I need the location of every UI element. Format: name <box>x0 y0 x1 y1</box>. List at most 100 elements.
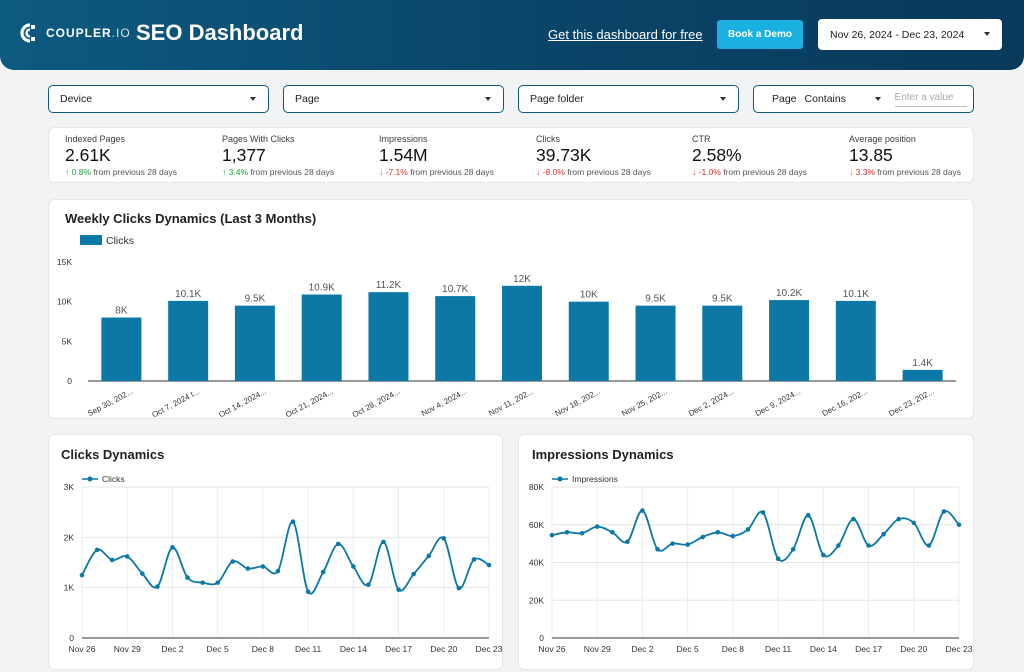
x-tick-label: Dec 20 <box>900 644 927 654</box>
data-point[interactable] <box>351 564 356 569</box>
bar-data-label: 10.1K <box>175 289 201 300</box>
kpi-delta-value: 3.3% <box>855 167 875 177</box>
data-point[interactable] <box>670 541 675 546</box>
data-point[interactable] <box>335 541 341 547</box>
data-point[interactable] <box>685 542 690 547</box>
bar-data-label: 1.4K <box>912 358 933 369</box>
bar-data-label: 11.2K <box>376 280 402 291</box>
data-point[interactable] <box>170 545 175 550</box>
data-point[interactable] <box>320 569 326 575</box>
data-point[interactable] <box>609 530 615 535</box>
data-point[interactable] <box>655 546 660 552</box>
date-range-picker[interactable]: Nov 26, 2024 - Dec 23, 2024 <box>818 19 1002 50</box>
bar[interactable] <box>234 305 275 381</box>
kpi-delta: ↓ -8.0% from previous 28 days <box>536 167 651 177</box>
data-point[interactable] <box>124 554 130 559</box>
bar[interactable] <box>301 294 342 381</box>
data-point[interactable] <box>396 587 401 592</box>
data-point[interactable] <box>305 589 311 594</box>
data-point[interactable] <box>411 571 416 577</box>
data-point[interactable] <box>185 575 190 580</box>
bar[interactable] <box>902 369 943 381</box>
data-point[interactable] <box>745 527 751 532</box>
filter-value-input[interactable]: Enter a value <box>894 92 967 107</box>
kpi-value: 2.61K <box>65 145 111 165</box>
bar[interactable] <box>702 305 743 381</box>
data-point[interactable] <box>549 532 555 538</box>
data-point[interactable] <box>426 553 432 559</box>
bar[interactable] <box>168 300 209 381</box>
data-point[interactable] <box>881 531 886 537</box>
bar[interactable] <box>635 305 676 381</box>
clicks-dynamics-card <box>48 434 503 670</box>
data-point[interactable] <box>594 524 600 529</box>
chevron-down-icon <box>984 32 990 36</box>
bar-data-label: 10.1K <box>843 289 869 300</box>
data-point[interactable] <box>486 562 492 568</box>
data-point[interactable] <box>245 566 251 571</box>
data-point[interactable] <box>290 519 296 525</box>
data-point[interactable] <box>926 543 932 548</box>
bar[interactable] <box>502 285 542 381</box>
kpi-card: Average position 13.85 ↓ 3.3% from previou… <box>849 134 961 177</box>
data-point[interactable] <box>730 533 736 539</box>
data-point[interactable] <box>260 564 266 569</box>
data-point[interactable] <box>836 543 841 548</box>
data-point[interactable] <box>200 580 205 585</box>
data-point[interactable] <box>790 546 796 552</box>
data-point[interactable] <box>441 536 447 541</box>
page-filter[interactable]: Page <box>283 85 504 113</box>
data-point[interactable] <box>155 584 160 589</box>
kpi-label: Average position <box>849 134 916 144</box>
data-point[interactable] <box>471 557 477 562</box>
data-point[interactable] <box>139 571 145 576</box>
data-point[interactable] <box>805 513 811 518</box>
bar[interactable] <box>101 317 142 381</box>
bar[interactable] <box>835 300 876 381</box>
coupler-logo[interactable]: COUPLER.IO <box>20 23 131 43</box>
bar[interactable] <box>368 292 409 381</box>
bar[interactable] <box>568 301 609 381</box>
page-contains-label: Page <box>772 93 797 105</box>
data-point[interactable] <box>456 585 462 591</box>
x-tick-label: Dec 2 <box>631 644 653 654</box>
data-point[interactable] <box>866 543 871 548</box>
data-point[interactable] <box>956 522 962 528</box>
data-point[interactable] <box>941 509 947 514</box>
data-point[interactable] <box>579 530 585 536</box>
y-tick-label: 1K <box>64 583 75 593</box>
data-point[interactable] <box>715 530 721 535</box>
data-point[interactable] <box>109 557 115 563</box>
kpi-card: Pages With Clicks 1,377 ↑ 3.4% from previo… <box>222 134 334 177</box>
data-point[interactable] <box>79 572 85 578</box>
data-point[interactable] <box>230 559 236 564</box>
data-point[interactable] <box>640 508 645 513</box>
data-point[interactable] <box>851 516 856 522</box>
kpi-label: Pages With Clicks <box>222 134 295 144</box>
data-point[interactable] <box>625 539 630 545</box>
bar-data-label: 10.9K <box>309 283 335 294</box>
data-point[interactable] <box>381 539 386 545</box>
operator-select[interactable]: Contains <box>805 93 885 105</box>
data-point[interactable] <box>275 568 281 574</box>
x-tick-label: Dec 11 <box>295 644 322 654</box>
data-point[interactable] <box>896 516 902 522</box>
device-filter[interactable]: Device <box>48 85 269 113</box>
page-folder-filter[interactable]: Page folder <box>518 85 739 113</box>
data-point[interactable] <box>94 547 100 553</box>
data-point[interactable] <box>760 510 766 515</box>
data-point[interactable] <box>821 552 826 558</box>
data-point[interactable] <box>911 520 917 526</box>
data-point[interactable] <box>700 534 706 540</box>
get-dashboard-link[interactable]: Get this dashboard for free <box>548 27 703 42</box>
x-tick-label: Dec 5 <box>207 644 229 654</box>
chevron-down-icon <box>874 97 881 101</box>
bar[interactable] <box>769 300 810 381</box>
data-point[interactable] <box>775 556 781 562</box>
book-demo-button[interactable]: Book a Demo <box>717 20 803 49</box>
data-point[interactable] <box>366 582 371 587</box>
bar[interactable] <box>435 296 476 381</box>
data-point[interactable] <box>564 530 570 535</box>
x-tick-label: Dec 17 <box>385 644 412 654</box>
data-point[interactable] <box>215 580 220 585</box>
